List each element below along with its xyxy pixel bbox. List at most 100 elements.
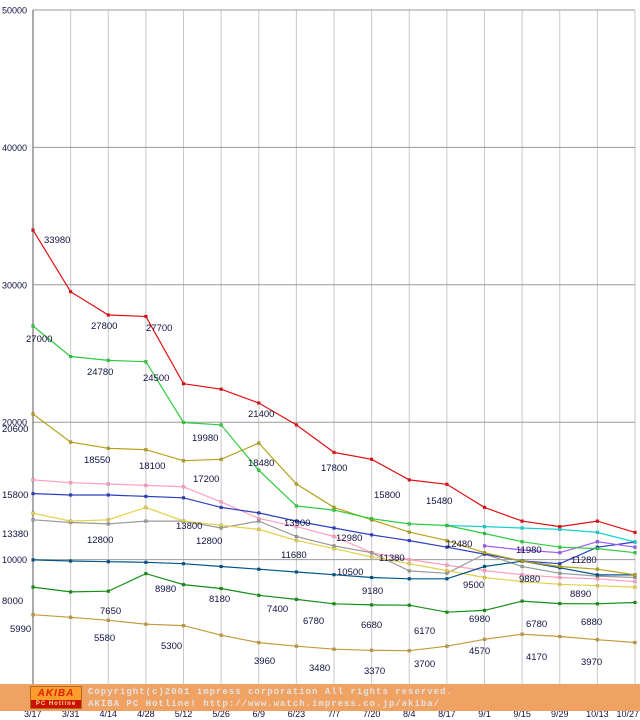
series-gray: [31, 518, 637, 580]
series-tan: [31, 612, 637, 653]
svg-text:11680: 11680: [281, 550, 307, 561]
svg-text:6780: 6780: [526, 619, 547, 630]
svg-text:3970: 3970: [581, 657, 602, 668]
svg-text:4/28: 4/28: [137, 709, 155, 719]
svg-text:6880: 6880: [581, 617, 602, 628]
svg-text:8180: 8180: [209, 594, 230, 605]
svg-text:3700: 3700: [414, 659, 435, 670]
svg-text:6780: 6780: [303, 616, 324, 627]
svg-text:18100: 18100: [139, 461, 165, 472]
svg-text:20600: 20600: [2, 424, 28, 435]
svg-text:5990: 5990: [10, 624, 31, 635]
svg-text:7/20: 7/20: [363, 709, 381, 719]
svg-text:15800: 15800: [2, 490, 28, 501]
svg-text:8/17: 8/17: [438, 709, 456, 719]
svg-text:8000: 8000: [2, 596, 23, 607]
svg-text:9180: 9180: [362, 586, 383, 597]
svg-text:21400: 21400: [248, 409, 274, 420]
svg-text:9880: 9880: [519, 574, 540, 585]
series-pink: [31, 478, 637, 584]
svg-text:5/26: 5/26: [212, 709, 230, 719]
svg-text:12480: 12480: [446, 539, 472, 550]
svg-text:6/23: 6/23: [288, 709, 306, 719]
svg-text:10000: 10000: [2, 555, 27, 565]
svg-text:12800: 12800: [87, 535, 113, 546]
svg-text:11280: 11280: [571, 555, 597, 566]
svg-text:6/9: 6/9: [252, 709, 265, 719]
svg-text:12980: 12980: [336, 533, 362, 544]
svg-text:10500: 10500: [337, 567, 363, 578]
svg-text:19980: 19980: [192, 433, 218, 444]
series-cyan: [445, 523, 637, 544]
svg-text:12800: 12800: [196, 536, 222, 547]
svg-text:24500: 24500: [143, 373, 169, 384]
svg-text:3960: 3960: [254, 656, 275, 667]
svg-text:11380: 11380: [379, 553, 405, 564]
data-labels: 33980 27000 27800 24780 27700 24500 20600 18550…: [2, 235, 602, 677]
svg-text:6170: 6170: [414, 626, 435, 637]
svg-text:4170: 4170: [526, 652, 547, 663]
svg-text:3480: 3480: [309, 663, 330, 674]
svg-text:7400: 7400: [267, 604, 288, 615]
svg-text:4570: 4570: [469, 646, 490, 657]
svg-text:18550: 18550: [84, 455, 110, 466]
svg-text:27700: 27700: [146, 323, 172, 334]
series-red: [31, 228, 637, 535]
svg-text:15800: 15800: [374, 490, 400, 501]
footer-copyright: Copyright(c)2001 impress corporation All…: [88, 686, 453, 710]
series-yellow: [31, 505, 637, 589]
site-url-line: AKIBA PC Hotline! http://www.watch.impre…: [88, 698, 441, 709]
svg-text:5/12: 5/12: [175, 709, 193, 719]
series-olive: [31, 412, 637, 577]
svg-text:50000: 50000: [2, 6, 27, 16]
x-axis-labels: 3/17 3/31 4/14 4/28 5/12 5/26 6/9 6/23 7/7 7/20 8/…: [24, 709, 639, 719]
series-darkgreen: [31, 571, 637, 614]
svg-text:5300: 5300: [161, 641, 182, 652]
svg-text:4/14: 4/14: [99, 709, 117, 719]
svg-text:8980: 8980: [155, 584, 176, 595]
svg-text:7/7: 7/7: [328, 709, 341, 719]
svg-text:20000: 20000: [2, 418, 27, 428]
series-green: [31, 324, 637, 555]
svg-text:17200: 17200: [193, 474, 219, 485]
svg-text:13800: 13800: [176, 521, 202, 532]
svg-text:27000: 27000: [26, 334, 52, 345]
svg-text:18480: 18480: [248, 458, 274, 469]
svg-text:6680: 6680: [361, 620, 382, 631]
svg-text:17800: 17800: [321, 463, 347, 474]
svg-text:9/1: 9/1: [478, 709, 491, 719]
svg-text:8/4: 8/4: [403, 709, 416, 719]
logo-pc-hotline-text: PC Hotline: [31, 700, 81, 708]
svg-text:9/29: 9/29: [551, 709, 569, 719]
horizontal-gridlines: [33, 9, 635, 561]
svg-text:5580: 5580: [94, 633, 115, 644]
svg-text:10/13: 10/13: [586, 709, 609, 719]
svg-text:33980: 33980: [44, 235, 70, 246]
svg-text:8890: 8890: [570, 589, 591, 600]
svg-text:24780: 24780: [87, 367, 113, 378]
svg-text:11980: 11980: [516, 545, 542, 556]
footer-banner: AKIBA PC Hotline Copyright(c)2001 impres…: [0, 684, 640, 711]
svg-text:13900: 13900: [284, 518, 310, 529]
copyright-line: Copyright(c)2001 impress corporation All…: [88, 686, 453, 697]
vertical-gridlines: [32, 10, 636, 697]
svg-text:15480: 15480: [426, 496, 452, 507]
svg-text:10/27: 10/27: [616, 709, 639, 719]
svg-text:6980: 6980: [469, 614, 490, 625]
svg-text:3/31: 3/31: [62, 709, 80, 719]
logo-akiba-text: AKIBA: [31, 687, 81, 700]
series-violet: [482, 539, 637, 555]
svg-text:13380: 13380: [2, 529, 28, 540]
svg-text:30000: 30000: [2, 280, 27, 290]
svg-text:7650: 7650: [100, 606, 121, 617]
svg-text:3370: 3370: [364, 666, 385, 677]
svg-text:3/17: 3/17: [24, 709, 42, 719]
svg-text:27800: 27800: [91, 321, 117, 332]
y-axis-labels: 10000 20000 30000 40000 50000: [2, 6, 27, 566]
svg-text:9/15: 9/15: [513, 709, 531, 719]
svg-text:40000: 40000: [2, 143, 27, 153]
akiba-pc-hotline-logo: AKIBA PC Hotline: [30, 686, 82, 709]
svg-text:9500: 9500: [463, 580, 484, 591]
